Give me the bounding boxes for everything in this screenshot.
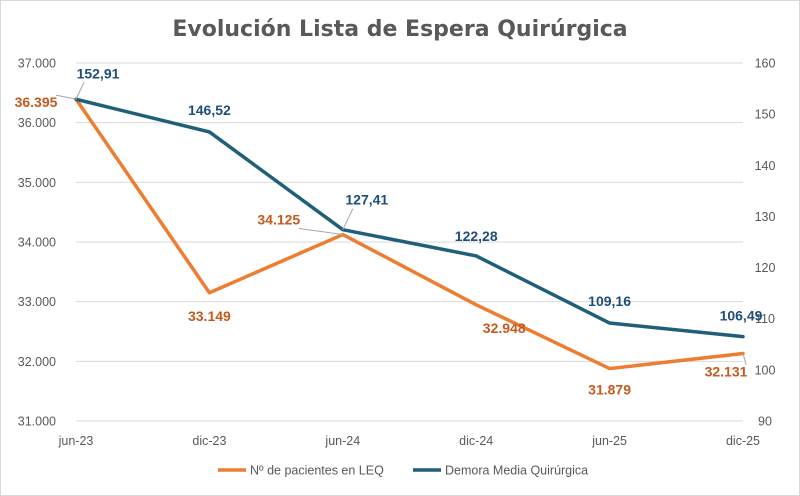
label-leader-lines [55, 82, 747, 365]
y-left-tick-label: 34.000 [18, 236, 56, 250]
data-label-pacientes: 34.125 [257, 212, 300, 228]
y-left-tick-label: 32.000 [18, 355, 56, 369]
data-label-demora: 122,28 [455, 228, 498, 244]
data-label-pacientes: 32.948 [483, 320, 526, 336]
y-right-tick-label: 100 [755, 363, 776, 377]
leader-line [342, 208, 354, 230]
data-label-pacientes: 31.879 [588, 382, 631, 398]
y-left-tick-label: 36.000 [18, 116, 56, 130]
data-label-demora: 127,41 [345, 192, 388, 208]
legend-label-demora: Demora Media Quirúrgica [445, 464, 588, 478]
y-axis-right: 90 100 110 120 130 140 150 160 [755, 57, 776, 429]
y-left-tick-label: 31.000 [18, 415, 56, 429]
data-label-pacientes: 36.395 [15, 94, 58, 110]
x-tick-label: jun-23 [58, 434, 94, 448]
data-label-demora: 152,91 [77, 65, 120, 81]
chart-title: Evolución Lista de Espera Quirúrgica [172, 17, 627, 42]
series-lines [74, 97, 745, 371]
leader-line [55, 94, 77, 100]
y-right-tick-label: 150 [755, 108, 776, 122]
data-label-demora: 109,16 [588, 293, 631, 309]
x-tick-label: jun-24 [324, 434, 360, 448]
leader-line [742, 353, 747, 365]
data-label-demora: 146,52 [188, 102, 231, 118]
data-label-demora: 106,49 [720, 308, 763, 324]
y-right-tick-label: 160 [755, 57, 776, 71]
y-right-tick-label: 140 [755, 159, 776, 173]
legend-label-pacientes: Nº de pacientes en LEQ [250, 464, 384, 478]
y-left-tick-label: 33.000 [18, 295, 56, 309]
data-label-pacientes: 33.149 [188, 308, 231, 324]
data-label-pacientes: 32.131 [705, 364, 748, 380]
data-labels: 36.395 33.149 34.125 32.948 31.879 32.131 152,… [15, 65, 763, 397]
x-axis: jun-23 dic-23 jun-24 dic-24 jun-25 dic-25 [58, 434, 760, 448]
x-tick-label: dic-23 [192, 434, 226, 448]
series-line-pacientes [74, 97, 745, 371]
leader-line [75, 82, 85, 100]
legend: Nº de pacientes en LEQ Demora Media Quir… [218, 464, 588, 478]
y-right-tick-label: 90 [758, 415, 772, 429]
y-left-tick-label: 37.000 [18, 57, 56, 71]
series-line-demora [74, 97, 745, 339]
x-tick-label: dic-25 [726, 434, 760, 448]
leader-line [298, 228, 343, 236]
y-right-tick-label: 110 [755, 312, 775, 326]
x-tick-label: dic-24 [459, 434, 493, 448]
y-right-tick-label: 120 [755, 261, 776, 275]
y-axis-left: 31.000 32.000 33.000 34.000 35.000 36.000 37.0… [18, 57, 56, 429]
gridlines [76, 62, 743, 422]
y-right-tick-label: 130 [755, 210, 776, 224]
y-left-tick-label: 35.000 [18, 176, 56, 190]
x-tick-label: jun-25 [591, 434, 627, 448]
